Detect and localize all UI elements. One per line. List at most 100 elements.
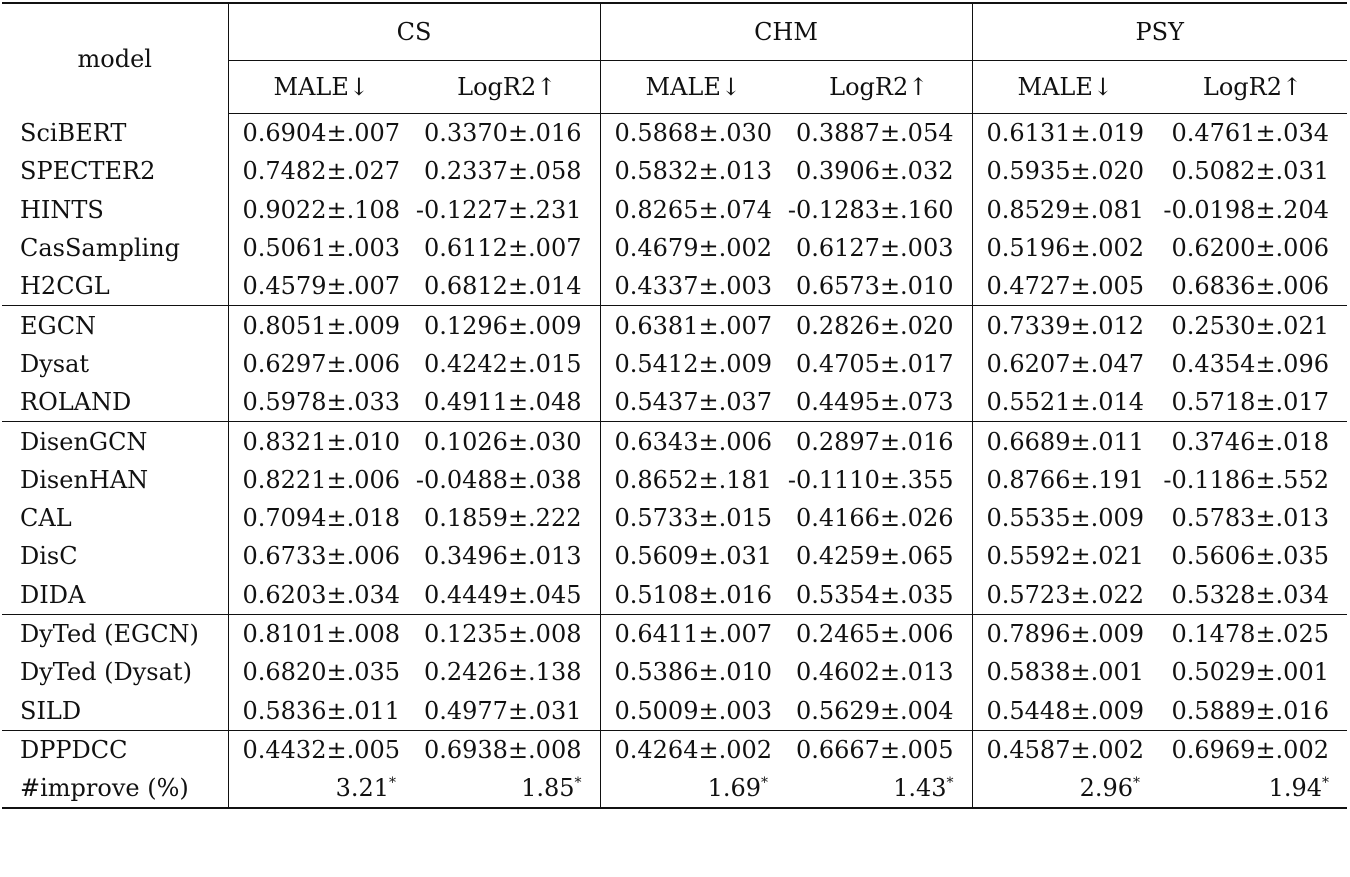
- model-name: DPPDCC: [2, 729, 228, 770]
- value-psy-logr2: 0.4354±.096: [1171, 349, 1329, 378]
- value-chm-male: 0.5733±.015: [599, 498, 786, 538]
- value-psy-logr2: -0.0198±.204: [1163, 195, 1329, 224]
- value-cs-logr2: -0.1227±.231: [415, 195, 582, 224]
- value-psy-logr2: 0.4761±.034: [1171, 119, 1329, 148]
- value-chm-logr2: 0.5629±.004: [795, 696, 954, 725]
- model-name: DisenHAN: [20, 465, 149, 494]
- value-psy-male: 0.5535±.009: [971, 498, 1158, 538]
- significance-marker: *: [1133, 775, 1140, 792]
- value-psy-logr2: -0.1186±.552: [1163, 465, 1329, 494]
- value-cs-logr2: 0.1296±.009: [414, 305, 600, 345]
- improve-row: #improve (%) 3.21* 1.85* 1.69* 1.43* 2.9…: [2, 769, 1347, 810]
- model-name: CAL: [20, 504, 72, 533]
- value-chm-male: 0.4337±.003: [599, 267, 786, 306]
- value-psy-male: 0.5592±.021: [971, 537, 1158, 576]
- value-chm-male: 0.5386±.010: [599, 653, 786, 692]
- table-row: DIDA 0.6203±.034 0.4449±.045 0.5108±.016…: [2, 575, 1347, 615]
- value-cs-logr2: 0.1859±.222: [423, 504, 582, 533]
- value-psy-logr2: 0.5082±.031: [1171, 157, 1329, 186]
- value-cs-logr2: 0.3370±.016: [423, 119, 582, 148]
- value-psy-logr2: 0.5029±.001: [1171, 658, 1329, 687]
- table-row: DisenHAN 0.8221±.006 -0.0488±.038 0.8652…: [2, 460, 1347, 499]
- table-row: ROLAND 0.5978±.033 0.4911±.048 0.5437±.0…: [2, 383, 1347, 422]
- metric-header-cs-male: MALE↓: [227, 60, 414, 114]
- value-psy-male: 0.5723±.022: [971, 575, 1158, 615]
- value-psy-logr2: 0.1478±.025: [1158, 613, 1347, 654]
- value-chm-logr2: -0.1110±.355: [787, 465, 954, 494]
- model-name: EGCN: [2, 305, 228, 345]
- model-name: H2CGL: [20, 272, 110, 301]
- value-cs-logr2: -0.0488±.038: [415, 465, 582, 494]
- value-cs-male: 0.5978±.033: [227, 383, 414, 422]
- value-chm-logr2: 0.4166±.026: [795, 504, 954, 533]
- value-cs-male: 0.6733±.006: [227, 537, 414, 576]
- value-cs-male: 0.8051±.009: [227, 305, 414, 345]
- value-psy-logr2: 0.5889±.016: [1171, 696, 1329, 725]
- model-name: ROLAND: [20, 388, 132, 417]
- value-chm-logr2: 0.4602±.013: [795, 658, 954, 687]
- table-row: SILD 0.5836±.011 0.4977±.031 0.5009±.003…: [2, 691, 1347, 731]
- value-psy-male: 0.5935±.020: [971, 152, 1158, 191]
- significance-marker: *: [946, 775, 954, 792]
- value-psy-logr2: 0.5606±.035: [1171, 542, 1329, 571]
- significance-marker: *: [389, 775, 396, 792]
- metric-header-psy-male: MALE↓: [971, 60, 1158, 114]
- model-name: Dysat: [20, 349, 90, 378]
- value-cs-male: 0.7482±.027: [227, 152, 414, 191]
- value-psy-male: 0.6131±.019: [971, 113, 1158, 153]
- value-chm-male: 0.8652±.181: [599, 460, 786, 499]
- value-cs-logr2: 0.2337±.058: [423, 157, 582, 186]
- value-psy-male: 2.96*: [971, 769, 1158, 810]
- model-name: SILD: [20, 696, 82, 725]
- value-chm-logr2: -0.1283±.160: [787, 195, 954, 224]
- value-psy-male: 0.8766±.191: [971, 460, 1158, 499]
- table-row: DPPDCC 0.4432±.005 0.6938±.008 0.4264±.0…: [2, 729, 1347, 770]
- value-cs-logr2: 0.6812±.014: [423, 272, 582, 301]
- value-cs-logr2: 0.6938±.008: [414, 729, 600, 770]
- value-chm-male: 0.5009±.003: [599, 691, 786, 731]
- value-cs-male: 0.6203±.034: [227, 575, 414, 615]
- value-cs-male: 0.4432±.005: [227, 729, 414, 770]
- improve-value: 1.43: [893, 774, 947, 803]
- value-cs-male: 0.8221±.006: [227, 460, 414, 499]
- value-chm-male: 0.4264±.002: [599, 729, 786, 770]
- value-chm-logr2: 0.2897±.016: [786, 421, 972, 461]
- value-chm-logr2: 0.6127±.003: [795, 234, 954, 263]
- value-cs-logr2: 0.4449±.045: [423, 580, 582, 609]
- value-cs-logr2: 0.2426±.138: [423, 658, 582, 687]
- value-cs-male: 0.5836±.011: [227, 691, 414, 731]
- table-row: DyTed (Dysat) 0.6820±.035 0.2426±.138 0.…: [2, 653, 1347, 692]
- group-header-chm: CHM: [599, 2, 972, 61]
- value-cs-logr2: 0.4977±.031: [423, 696, 582, 725]
- model-name: #improve (%): [2, 769, 228, 810]
- value-psy-male: 0.6207±.047: [971, 344, 1158, 384]
- value-cs-male: 0.9022±.108: [227, 190, 414, 229]
- value-chm-logr2: 0.4495±.073: [795, 388, 954, 417]
- value-cs-logr2: 0.4911±.048: [423, 388, 582, 417]
- value-cs-male: 0.8321±.010: [227, 421, 414, 461]
- table-row: DyTed (EGCN) 0.8101±.008 0.1235±.008 0.6…: [2, 613, 1347, 654]
- table-row: CAL 0.7094±.018 0.1859±.222 0.5733±.015 …: [2, 498, 1347, 538]
- value-psy-logr2: 0.6200±.006: [1171, 234, 1329, 263]
- value-cs-male: 0.7094±.018: [227, 498, 414, 538]
- group-header-cs: CS: [227, 2, 600, 61]
- table-row: SPECTER2 0.7482±.027 0.2337±.058 0.5832±…: [2, 152, 1347, 191]
- table-row: DisenGCN 0.8321±.010 0.1026±.030 0.6343±…: [2, 421, 1347, 461]
- value-chm-logr2: 0.2826±.020: [786, 305, 972, 345]
- value-psy-male: 0.7339±.012: [971, 305, 1158, 345]
- value-chm-logr2: 0.5354±.035: [795, 580, 954, 609]
- significance-marker: *: [574, 775, 582, 792]
- value-chm-logr2: 0.6573±.010: [795, 272, 954, 301]
- value-chm-logr2: 0.2465±.006: [786, 613, 972, 654]
- significance-marker: *: [1322, 775, 1329, 792]
- table-row: DisC 0.6733±.006 0.3496±.013 0.5609±.031…: [2, 537, 1347, 576]
- metric-header-chm-logr2: LogR2↑: [786, 60, 972, 114]
- table-row: CasSampling 0.5061±.003 0.6112±.007 0.46…: [2, 228, 1347, 268]
- value-psy-logr2: 0.5328±.034: [1171, 580, 1329, 609]
- value-chm-male: 0.6411±.007: [599, 613, 786, 654]
- value-chm-male: 0.5437±.037: [599, 383, 786, 422]
- improve-value: 2.96: [1079, 774, 1133, 803]
- value-cs-male: 0.6820±.035: [227, 653, 414, 692]
- value-chm-logr2: 0.3887±.054: [795, 119, 954, 148]
- value-cs-male: 0.5061±.003: [227, 228, 414, 268]
